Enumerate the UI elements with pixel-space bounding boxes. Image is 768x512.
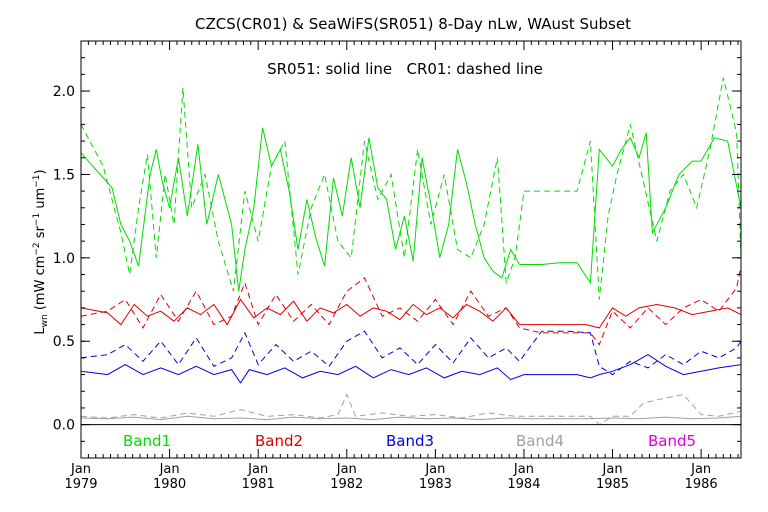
x-tick-label-year: 1984 bbox=[507, 477, 540, 492]
series-line-band1-dashed bbox=[80, 77, 742, 300]
x-tick-label-year: 1985 bbox=[596, 477, 629, 492]
series-line-band4-solid bbox=[80, 415, 742, 421]
y-tick-label: 2.0 bbox=[53, 84, 75, 100]
series-line-band4-dashed bbox=[80, 393, 742, 426]
y-tick-label: 0.0 bbox=[53, 418, 75, 434]
x-tick-label-year: 1981 bbox=[242, 477, 275, 492]
series-line-band2-solid bbox=[80, 298, 742, 329]
x-tick-label-month: Jan bbox=[336, 462, 357, 477]
x-tick-label-month: Jan bbox=[690, 462, 711, 477]
series-line-band3-dashed bbox=[80, 330, 742, 376]
series-line-band3-solid bbox=[80, 354, 742, 384]
x-tick-label-month: Jan bbox=[602, 462, 623, 477]
y-tick-label: 1.5 bbox=[53, 167, 75, 183]
chart-subtitle: SR051: solid line CR01: dashed line bbox=[267, 60, 543, 78]
x-tick-label-year: 1986 bbox=[685, 477, 718, 492]
x-tick-label-month: Jan bbox=[424, 462, 445, 477]
legend-item-band4: Band4 bbox=[516, 432, 564, 450]
legend-item-band5: Band5 bbox=[648, 432, 696, 450]
plot-frame bbox=[80, 40, 742, 459]
x-tick-label-year: 1980 bbox=[153, 477, 186, 492]
x-tick-label-month: Jan bbox=[70, 462, 91, 477]
x-tick-label-month: Jan bbox=[513, 462, 534, 477]
x-tick-label-year: 1983 bbox=[419, 477, 452, 492]
y-tick-label: 0.5 bbox=[53, 334, 75, 350]
series-line-band1-solid bbox=[80, 127, 742, 292]
legend-item-band1: Band1 bbox=[123, 432, 171, 450]
legend-item-band3: Band3 bbox=[386, 432, 434, 450]
axes-layer: 0.00.51.01.52.0Jan1979Jan1980Jan1981Jan1… bbox=[53, 40, 742, 492]
chart-title: CZCS(CR01) & SeaWiFS(SR051) 8-Day nLw, W… bbox=[195, 15, 631, 33]
y-axis-label: Lwn (mW cm−2 sr−1 um−1) bbox=[32, 169, 50, 334]
y-tick-label: 1.0 bbox=[53, 251, 75, 267]
x-tick-label-year: 1982 bbox=[330, 477, 363, 492]
series-layer bbox=[80, 77, 742, 426]
legend-item-band2: Band2 bbox=[255, 432, 303, 450]
series-line-band2-dashed bbox=[80, 266, 742, 346]
legend: Band1 Band2 Band3 Band4 Band5 bbox=[123, 432, 696, 450]
x-tick-label-month: Jan bbox=[159, 462, 180, 477]
x-tick-label-month: Jan bbox=[247, 462, 268, 477]
x-tick-label-year: 1979 bbox=[64, 477, 97, 492]
